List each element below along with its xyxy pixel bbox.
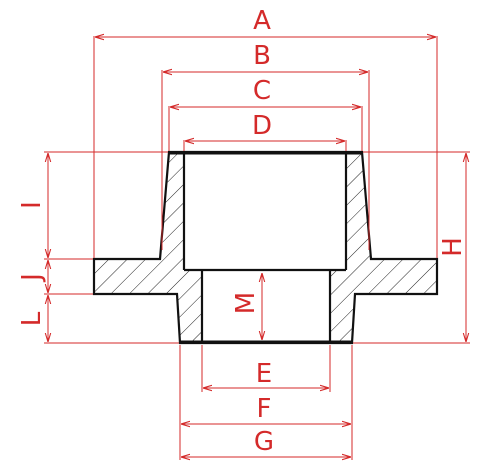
label-j: J (17, 273, 47, 283)
label-b: B (253, 41, 271, 71)
label-l: L (17, 311, 47, 326)
label-d: D (252, 111, 272, 141)
label-i: I (17, 201, 47, 209)
section-hatch-left (94, 152, 202, 343)
label-m: M (231, 292, 261, 314)
label-f: F (257, 394, 272, 424)
label-a: A (253, 6, 271, 36)
label-h: H (438, 237, 468, 257)
label-c: C (253, 76, 271, 106)
outer-profile (92, 150, 439, 345)
label-e: E (256, 359, 272, 389)
section-hatch-right (330, 152, 437, 343)
label-g: G (254, 427, 274, 457)
